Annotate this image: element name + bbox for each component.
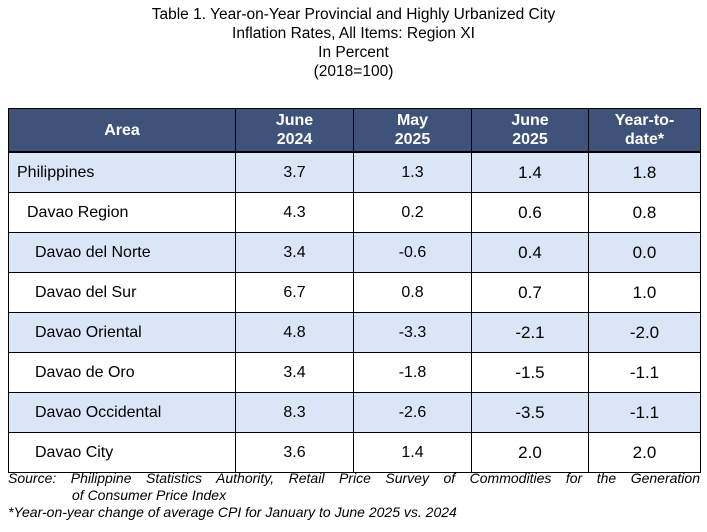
ytd-cell: 0.0 (588, 232, 701, 273)
area-cell: Davao del Norte (8, 232, 236, 273)
column-header-june-2024: June 2024 (235, 108, 354, 153)
column-header-may-2025: May 2025 (353, 108, 472, 153)
ytd-cell: 2.0 (588, 432, 701, 473)
table-row: Davao Occidental 8.3 -2.6 -3.5 -1.1 (8, 392, 701, 433)
june-2025-cell: -3.5 (471, 392, 589, 433)
table-title: Table 1. Year-on-Year Provincial and Hig… (0, 5, 707, 85)
ytd-cell: -1.1 (588, 352, 701, 393)
area-cell: Davao de Oro (8, 352, 236, 393)
may-2025-cell: 1.3 (353, 151, 472, 193)
area-cell: Philippines (8, 151, 236, 193)
title-line: In Percent (318, 44, 389, 61)
header-row: Area June 2024 May 2025 June 2025 Year-to-d… (8, 108, 701, 153)
table-row: Philippines 3.7 1.3 1.4 1.8 (8, 151, 701, 193)
may-2025-cell: 1.4 (353, 432, 472, 473)
area-cell: Davao del Sur (8, 272, 236, 313)
footnote: *Year-on-year change of average CPI for … (8, 504, 457, 520)
table-row: Davao del Sur 6.7 0.8 0.7 1.0 (8, 272, 701, 313)
june-2024-cell: 4.3 (235, 192, 354, 233)
june-2024-cell: 3.7 (235, 151, 354, 193)
inflation-table: Area June 2024 May 2025 June 2025 Year-to-d… (8, 108, 701, 473)
june-2025-cell: 0.6 (471, 192, 589, 233)
area-cell: Davao City (8, 432, 236, 473)
june-2025-cell: 0.4 (471, 232, 589, 273)
table-row: Davao Region 4.3 0.2 0.6 0.8 (8, 192, 701, 233)
june-2024-cell: 4.8 (235, 312, 354, 353)
june-2024-cell: 3.4 (235, 352, 354, 393)
may-2025-cell: -3.3 (353, 312, 472, 353)
area-cell: Davao Region (8, 192, 236, 233)
june-2025-cell: -2.1 (471, 312, 589, 353)
column-header-year-to-date: Year-to-date* (588, 108, 701, 153)
june-2025-cell: 0.7 (471, 272, 589, 313)
table-row: Davao Oriental 4.8 -3.3 -2.1 -2.0 (8, 312, 701, 353)
table-row: Davao City 3.6 1.4 2.0 2.0 (8, 432, 701, 473)
may-2025-cell: -2.6 (353, 392, 472, 433)
table-row: Davao del Norte 3.4 -0.6 0.4 0.0 (8, 232, 701, 273)
area-cell: Davao Occidental (8, 392, 236, 433)
source-note: Source: Philippine Statistics Authority,… (8, 470, 700, 486)
ytd-cell: 1.0 (588, 272, 701, 313)
june-2025-cell: 2.0 (471, 432, 589, 473)
june-2025-cell: -1.5 (471, 352, 589, 393)
source-note-continued: of Consumer Price Index (72, 487, 227, 503)
title-line: Inflation Rates, All Items: Region XI (232, 25, 475, 42)
table-notes: Source: Philippine Statistics Authority,… (8, 470, 700, 521)
may-2025-cell: -0.6 (353, 232, 472, 273)
may-2025-cell: 0.8 (353, 272, 472, 313)
table-row: Davao de Oro 3.4 -1.8 -1.5 -1.1 (8, 352, 701, 393)
june-2024-cell: 8.3 (235, 392, 354, 433)
title-line: (2018=100) (313, 63, 394, 80)
may-2025-cell: 0.2 (353, 192, 472, 233)
title-line: Table 1. Year-on-Year Provincial and Hig… (151, 6, 556, 23)
may-2025-cell: -1.8 (353, 352, 472, 393)
ytd-cell: -2.0 (588, 312, 701, 353)
june-2024-cell: 3.4 (235, 232, 354, 273)
ytd-cell: 0.8 (588, 192, 701, 233)
june-2024-cell: 3.6 (235, 432, 354, 473)
column-header-june-2025: June 2025 (471, 108, 589, 153)
ytd-cell: 1.8 (588, 151, 701, 193)
june-2025-cell: 1.4 (471, 151, 589, 193)
ytd-cell: -1.1 (588, 392, 701, 433)
june-2024-cell: 6.7 (235, 272, 354, 313)
area-cell: Davao Oriental (8, 312, 236, 353)
column-header-area: Area (8, 108, 236, 153)
